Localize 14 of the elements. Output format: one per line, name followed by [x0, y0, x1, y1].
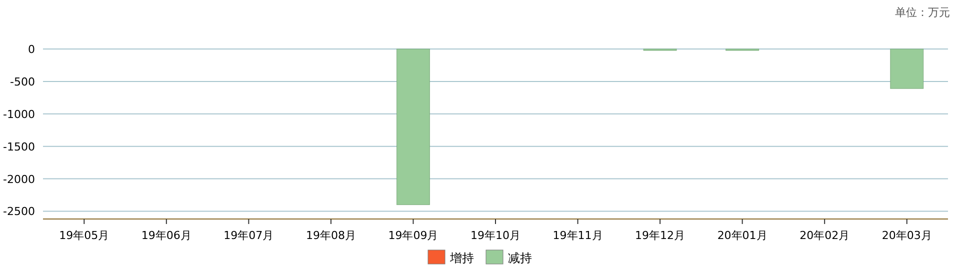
x-tick-label: 19年07月 [224, 229, 274, 242]
legend-label: 增持 [449, 251, 474, 265]
x-tick-label: 19年06月 [141, 229, 192, 242]
x-tick-label: 20年03月 [882, 229, 932, 242]
legend-label: 减持 [508, 251, 532, 265]
x-tick-label: 19年08月 [306, 229, 356, 242]
x-tick-label: 19年05月 [59, 229, 110, 242]
x-tick-label: 19年10月 [470, 229, 520, 242]
text: 单位：万元 [895, 6, 950, 19]
x-tick-label: 19年11月 [552, 229, 603, 242]
x-tick-label: 20年01月 [717, 229, 768, 242]
x-tick-label: 19年12月 [635, 229, 686, 242]
x-tick-label: 20年02月 [800, 229, 850, 242]
x-tick-label: 19年09月 [388, 229, 438, 242]
